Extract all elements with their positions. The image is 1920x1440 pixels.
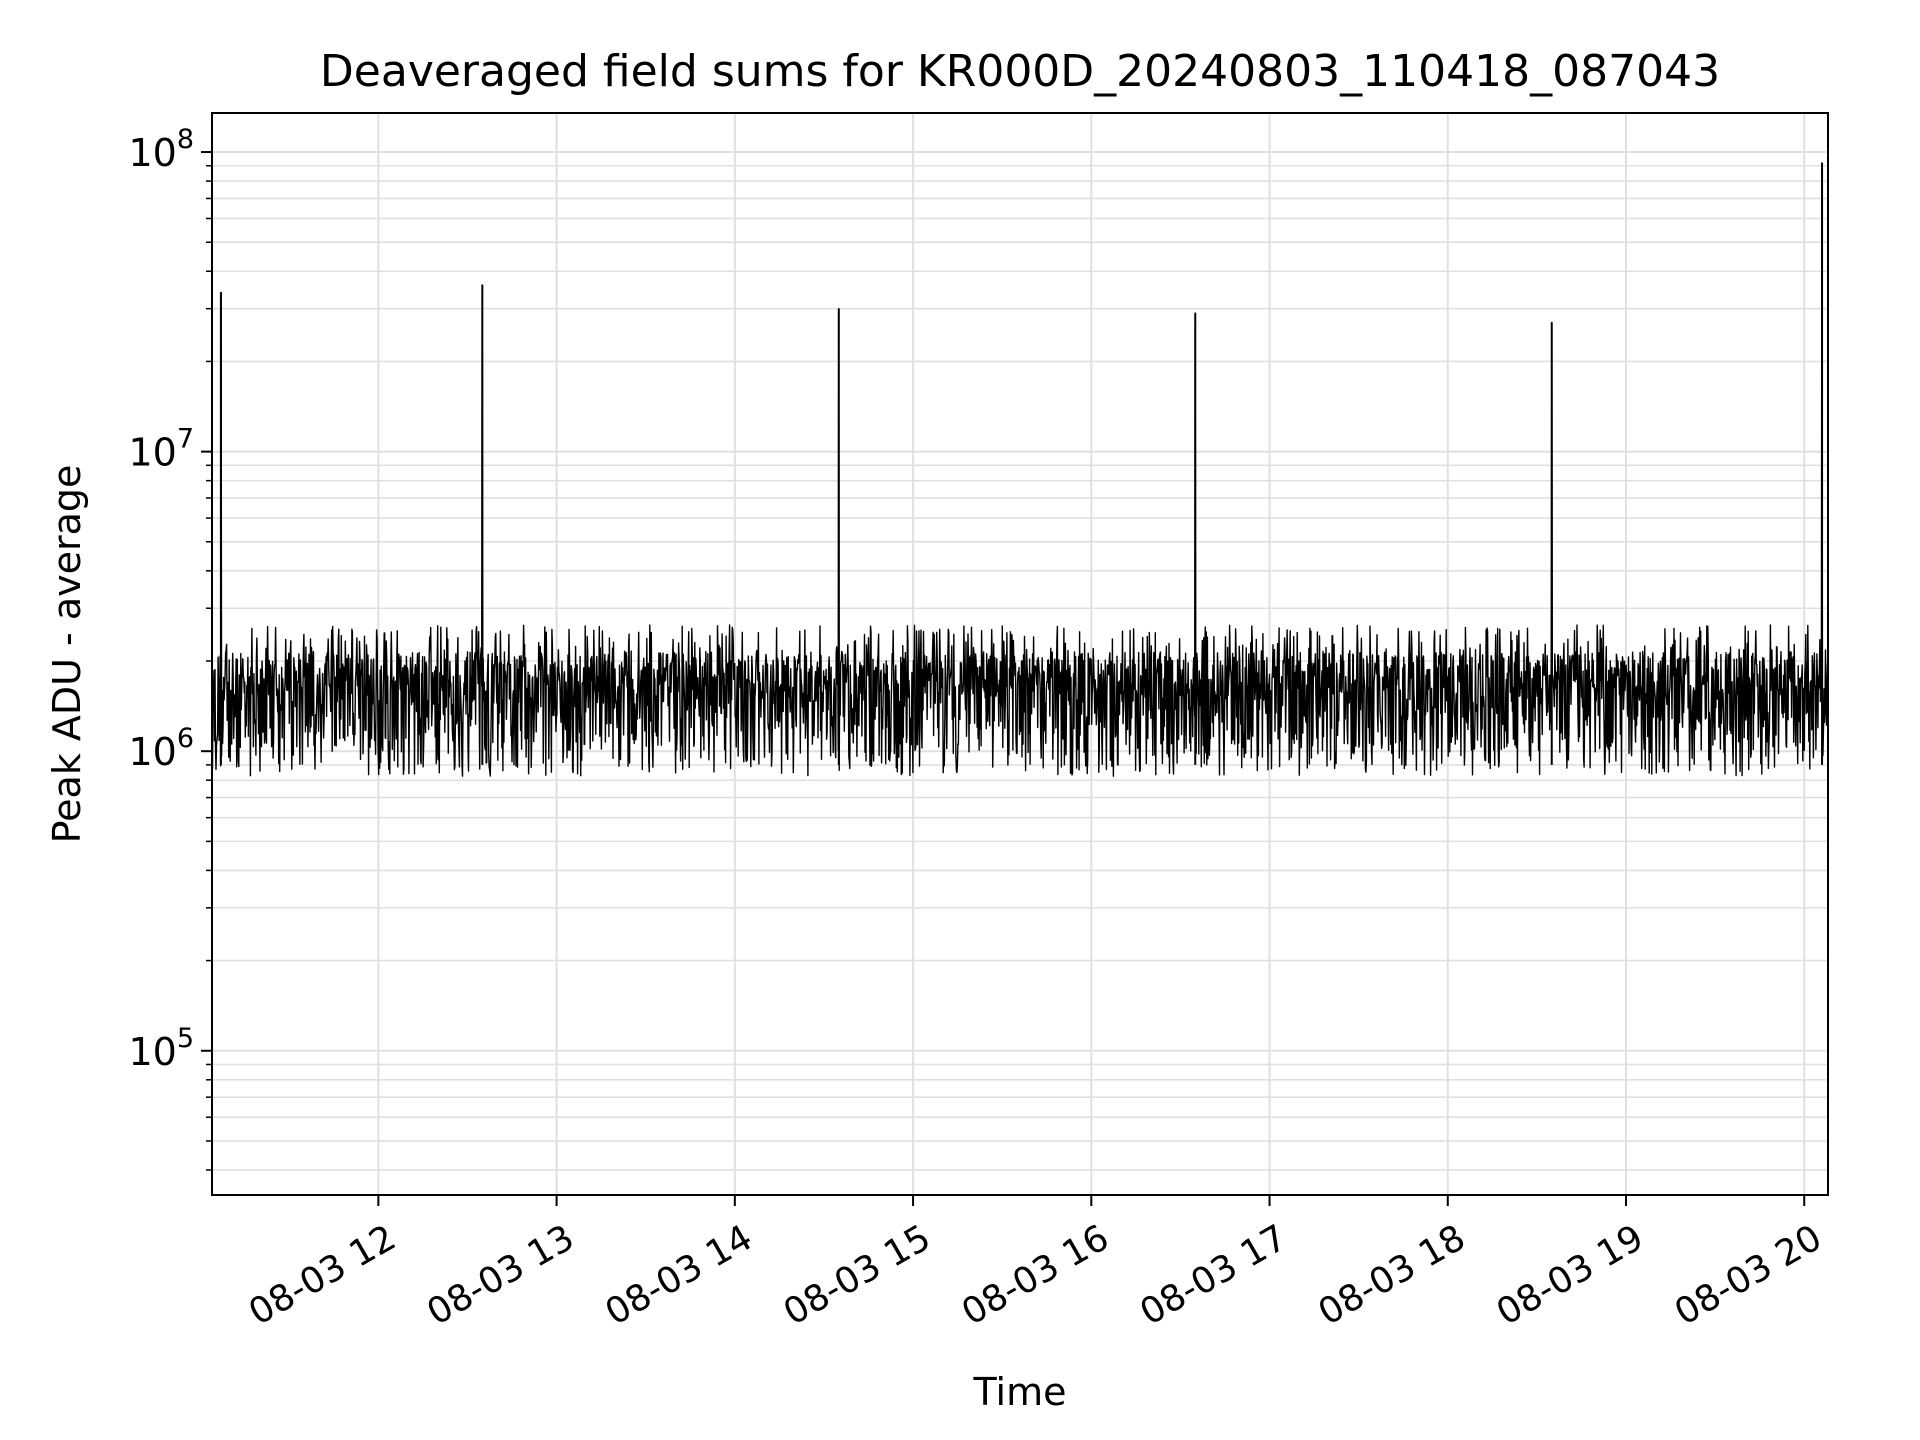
y-tick-label: 107 [128, 424, 194, 475]
y-tick-label: 106 [128, 723, 194, 774]
y-axis-ticks: 105 106 107 108 [128, 124, 212, 1171]
x-gridlines [377, 113, 1806, 1195]
y-tick-label: 108 [128, 124, 194, 175]
y-tick-label: 105 [128, 1023, 194, 1074]
data-series [211, 162, 1829, 777]
y-major-gridlines [212, 151, 1828, 1052]
y-axis-label: Peak ADU - average [45, 465, 89, 844]
plot-frame [211, 112, 1829, 1196]
chart-title: Deaveraged field sums for KR000D_2024080… [320, 46, 1720, 97]
x-axis-label: Time [973, 1370, 1067, 1414]
y-minor-gridlines [212, 164, 1828, 1171]
